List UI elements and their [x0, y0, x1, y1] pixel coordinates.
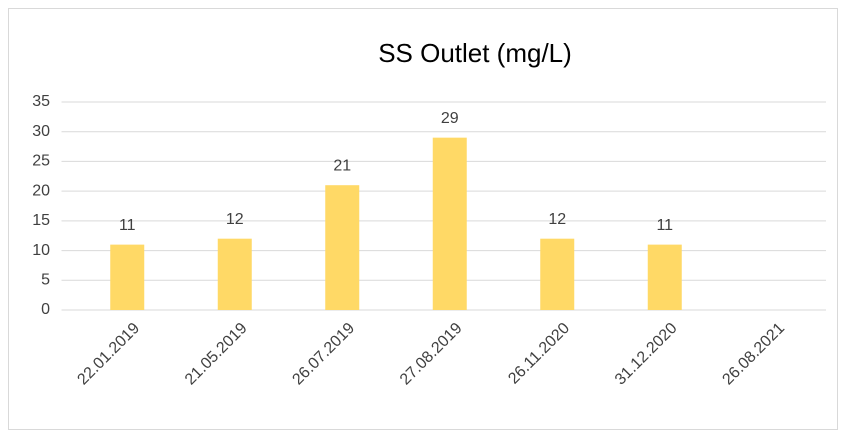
chart-border — [8, 8, 838, 430]
data-label: 12 — [548, 211, 566, 228]
bar — [540, 238, 575, 310]
data-label: 29 — [441, 110, 459, 127]
chart-title: SS Outlet (mg/L) — [378, 38, 572, 68]
data-label: 21 — [333, 157, 351, 174]
y-tick-label: 15 — [32, 212, 50, 229]
bar — [325, 185, 360, 310]
y-tick-label: 30 — [32, 123, 50, 140]
y-tick-label: 0 — [41, 301, 50, 318]
y-tick-label: 25 — [32, 153, 50, 170]
data-label: 11 — [656, 217, 673, 234]
y-tick-label: 20 — [32, 182, 50, 199]
bar — [217, 238, 252, 310]
bar — [110, 244, 145, 310]
y-tick-label: 5 — [41, 272, 50, 289]
data-label: 12 — [226, 211, 244, 228]
data-label: 11 — [119, 217, 136, 234]
bar — [432, 137, 467, 310]
y-tick-label: 10 — [32, 242, 50, 259]
bar — [647, 244, 682, 310]
y-tick-label: 35 — [32, 93, 50, 110]
